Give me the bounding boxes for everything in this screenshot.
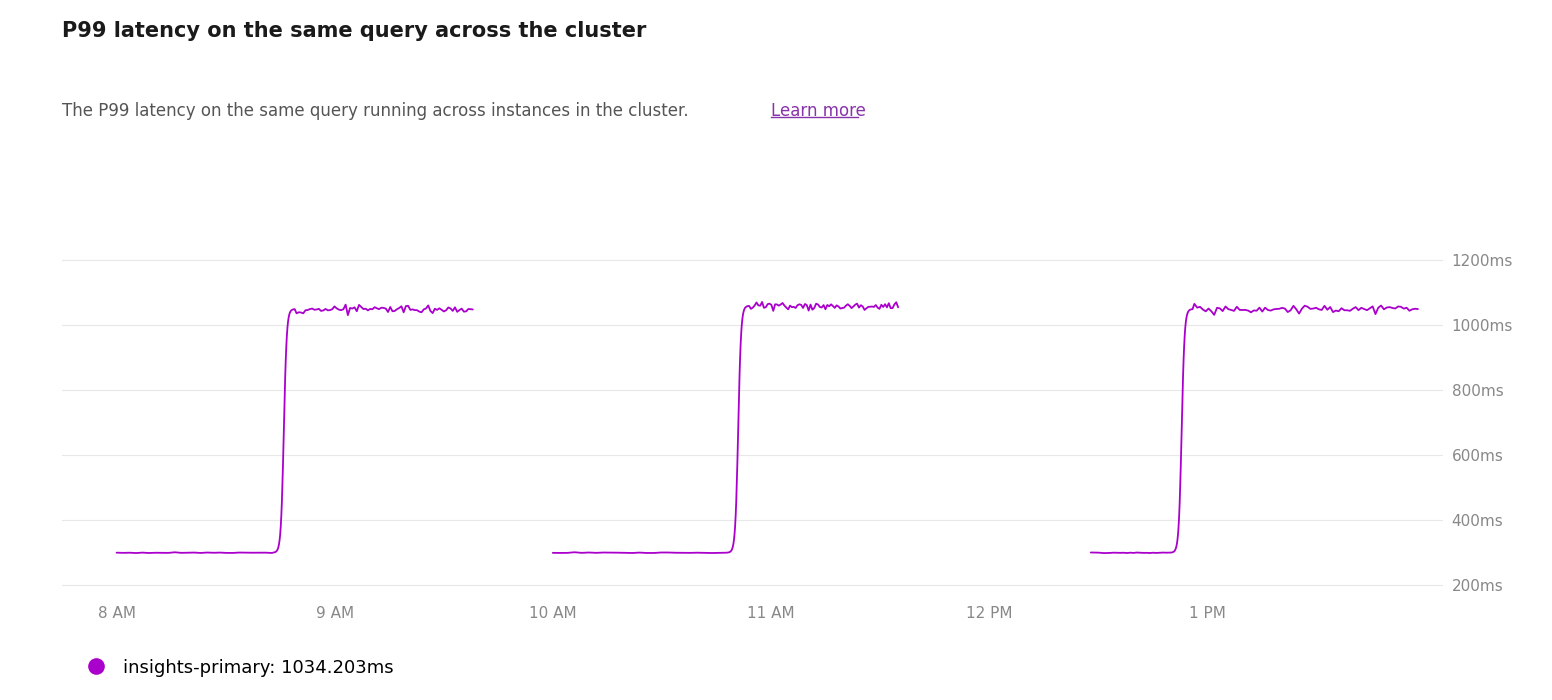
Text: The P99 latency on the same query running across instances in the cluster.: The P99 latency on the same query runnin… <box>62 102 694 120</box>
Text: P99 latency on the same query across the cluster: P99 latency on the same query across the… <box>62 21 647 41</box>
Legend: insights-primary: 1034.203ms: insights-primary: 1034.203ms <box>71 652 402 684</box>
Text: Learn more: Learn more <box>771 102 866 120</box>
